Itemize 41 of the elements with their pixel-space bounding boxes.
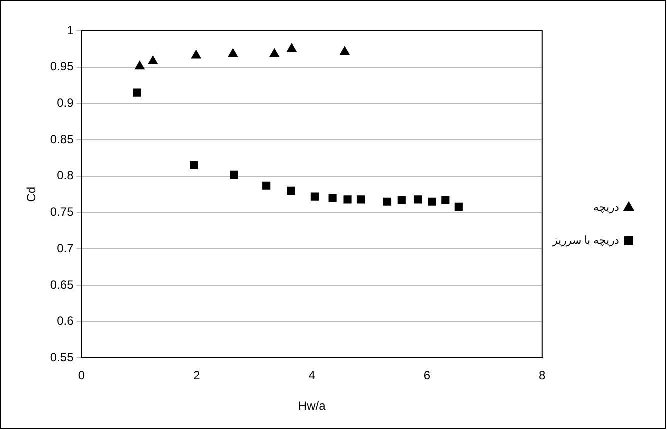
point — [383, 198, 392, 206]
point — [262, 182, 271, 190]
point — [428, 198, 436, 206]
point — [344, 196, 352, 204]
point — [340, 46, 350, 56]
point — [148, 56, 158, 65]
y-tick-label: 0.9 — [57, 96, 74, 110]
point — [135, 61, 145, 70]
point — [328, 194, 337, 202]
legend-label: دریچه با سرریز — [551, 235, 620, 248]
y-tick-label: 0.55 — [50, 350, 74, 365]
legend-label: دریچه — [594, 202, 620, 214]
point — [230, 170, 238, 180]
y-tick-label: 0.8 — [57, 168, 74, 183]
point — [398, 196, 406, 204]
x-tick-label: 2 — [194, 368, 201, 383]
y-tick-label: 0.95 — [50, 60, 74, 74]
point — [310, 192, 319, 201]
y-tick-label: 0.7 — [57, 241, 74, 256]
point — [270, 48, 280, 58]
point — [356, 196, 366, 204]
y-axis-title: Cd — [24, 186, 39, 202]
x-axis-title: Hw/a — [298, 399, 326, 414]
point — [190, 161, 198, 170]
x-tick-label: 6 — [424, 368, 431, 383]
y-tick-label: 0.6 — [57, 314, 74, 328]
y-tick-label: 0.65 — [50, 278, 74, 292]
point — [228, 48, 238, 58]
point — [442, 196, 450, 204]
point — [192, 50, 202, 59]
point — [132, 88, 142, 97]
x-tick-label: 4 — [308, 368, 316, 383]
point — [414, 196, 422, 204]
point — [287, 44, 297, 52]
y-tick-label: 0.85 — [50, 132, 74, 146]
point — [454, 202, 463, 211]
point — [287, 186, 296, 195]
y-tick-label: 0.75 — [50, 205, 74, 220]
x-tick-label: 0 — [78, 368, 86, 383]
y-tick-label: 1 — [67, 23, 74, 38]
x-tick-label: 8 — [539, 368, 546, 383]
